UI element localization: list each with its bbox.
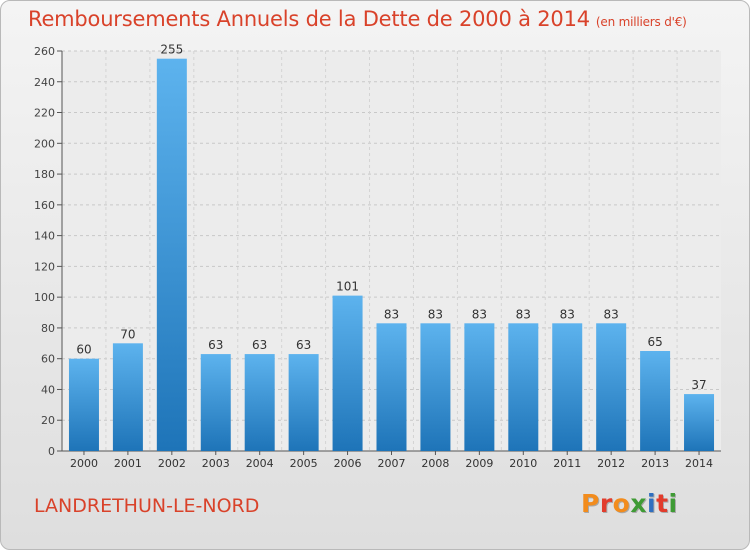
bar: [288, 354, 319, 451]
logo-letter: r: [599, 489, 613, 518]
bar-value-label: 37: [691, 378, 706, 392]
bar-value-label: 101: [336, 280, 359, 294]
bar: [420, 323, 451, 451]
bar: [552, 323, 583, 451]
y-tick-label: 140: [34, 230, 55, 243]
logo-letter: x: [630, 489, 647, 518]
x-tick-label: 2012: [597, 457, 625, 470]
bar: [200, 354, 231, 451]
x-tick-label: 2008: [421, 457, 449, 470]
chart-title: Remboursements Annuels de la Dette de 20…: [28, 7, 687, 31]
bar-value-label: 83: [472, 307, 487, 321]
x-tick-label: 2011: [553, 457, 581, 470]
bar: [464, 323, 495, 451]
logo-letter: t: [656, 489, 669, 518]
logo-letter: P: [581, 489, 600, 518]
y-tick-label: 160: [34, 199, 55, 212]
x-tick-label: 2014: [685, 457, 713, 470]
x-tick-label: 2003: [202, 457, 230, 470]
y-tick-label: 240: [34, 76, 55, 89]
x-tick-label: 2002: [158, 457, 186, 470]
logo-letter: i: [668, 489, 678, 518]
bar-value-label: 255: [160, 43, 183, 57]
bar: [68, 358, 99, 451]
x-tick-label: 2013: [641, 457, 669, 470]
y-tick-label: 120: [34, 260, 55, 273]
y-tick-label: 180: [34, 168, 55, 181]
bar-value-label: 65: [647, 335, 662, 349]
x-tick-label: 2004: [246, 457, 274, 470]
chart-subtitle: (en milliers d'€): [595, 15, 687, 29]
x-tick-label: 2000: [70, 457, 98, 470]
bar: [684, 394, 715, 451]
bar-value-label: 83: [384, 307, 399, 321]
bar-value-label: 60: [76, 343, 91, 357]
x-tick-label: 2010: [509, 457, 537, 470]
y-tick-label: 0: [48, 445, 55, 458]
chart-title-text: Remboursements Annuels de la Dette de 20…: [28, 7, 590, 31]
bar: [596, 323, 627, 451]
x-tick-label: 2009: [465, 457, 493, 470]
bar-value-label: 83: [428, 307, 443, 321]
bar-value-label: 63: [252, 338, 267, 352]
bar: [244, 354, 275, 451]
bar-value-label: 63: [208, 338, 223, 352]
x-tick-label: 2005: [290, 457, 318, 470]
y-tick-label: 60: [41, 353, 55, 366]
logo-letter: o: [612, 489, 631, 518]
bar: [112, 343, 143, 451]
bar-value-label: 83: [560, 307, 575, 321]
y-tick-label: 20: [41, 414, 55, 427]
bar-value-label: 83: [604, 307, 619, 321]
bar: [332, 295, 363, 451]
y-tick-label: 40: [41, 383, 55, 396]
town-name: LANDRETHUN-LE-NORD: [34, 495, 260, 517]
y-tick-label: 220: [34, 107, 55, 120]
logo-letter: i: [647, 489, 657, 518]
x-tick-label: 2006: [334, 457, 362, 470]
x-tick-label: 2001: [114, 457, 142, 470]
bar: [508, 323, 539, 451]
y-tick-label: 80: [41, 322, 55, 335]
bar: [156, 58, 187, 451]
bar: [640, 351, 671, 451]
proxiti-logo[interactable]: Proxiti: [581, 489, 678, 518]
bar: [376, 323, 407, 451]
bar-value-label: 70: [120, 327, 135, 341]
y-tick-label: 260: [34, 45, 55, 58]
y-tick-label: 100: [34, 291, 55, 304]
y-tick-label: 200: [34, 137, 55, 150]
bar-value-label: 83: [516, 307, 531, 321]
x-tick-label: 2007: [378, 457, 406, 470]
bar-value-label: 63: [296, 338, 311, 352]
